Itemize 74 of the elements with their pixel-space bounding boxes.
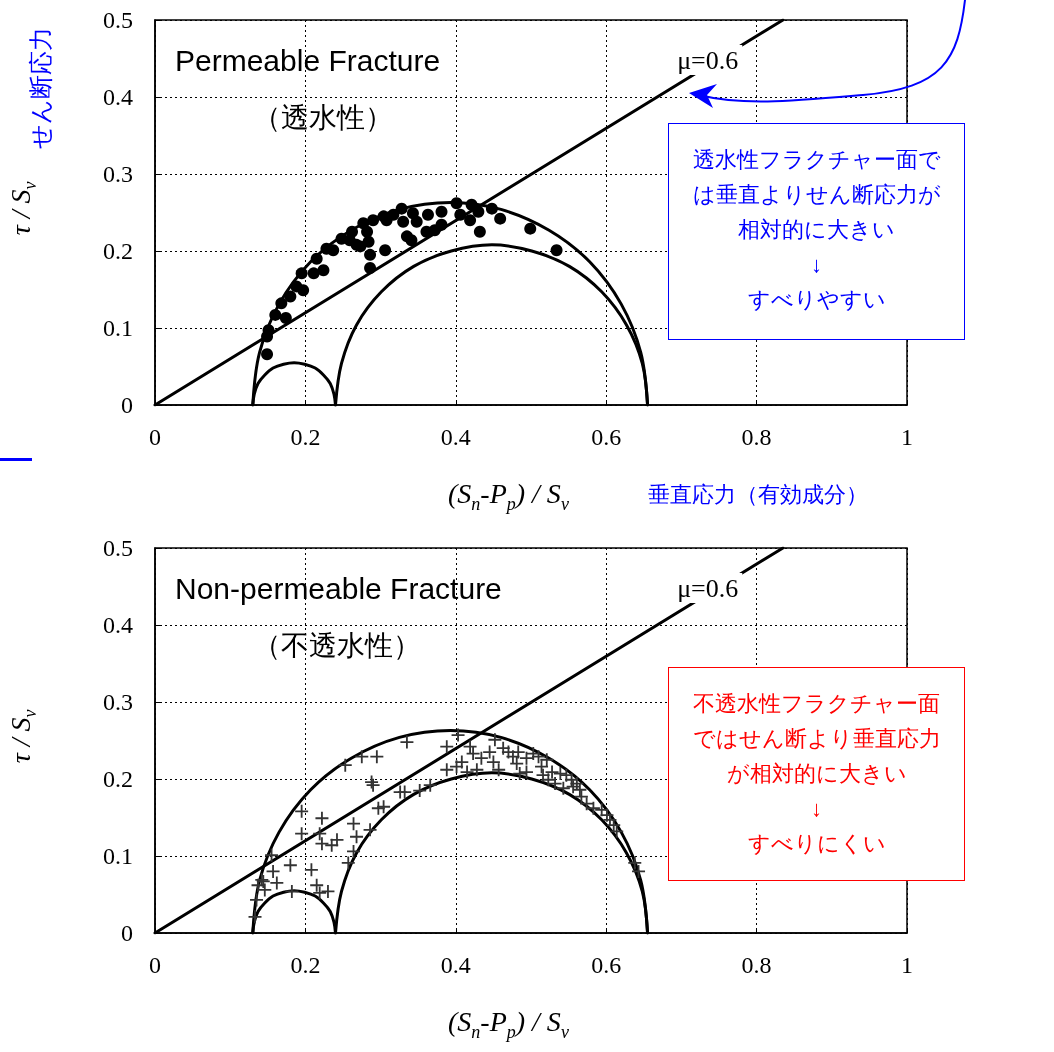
- x-tick-label: 0.6: [591, 952, 622, 978]
- point: [550, 244, 563, 257]
- point: [410, 215, 423, 228]
- x-tick-label: 0: [149, 424, 161, 450]
- y-tick-label: 0.3: [103, 689, 133, 715]
- annotation: ↓: [810, 251, 823, 279]
- text: せん断応力: [26, 27, 55, 149]
- point: [317, 264, 330, 277]
- point: [295, 267, 308, 280]
- annotation: 不透水性フラクチャー面ではせん断より垂直応力が相対的に大きい: [692, 690, 941, 788]
- point: [435, 218, 448, 231]
- x-tick-label: 0.8: [741, 952, 772, 978]
- point: [364, 248, 377, 261]
- point: [367, 214, 380, 227]
- annotation: μ=0.6: [677, 45, 739, 75]
- y-tick-label: 0.4: [103, 612, 133, 638]
- x-tick-label: 0.6: [591, 424, 622, 450]
- annotation: 透水性フラクチャー面では垂直よりせん断応力が相対的に大きい: [692, 146, 941, 244]
- y-tick-label: 0.5: [103, 7, 133, 33]
- point: [261, 348, 274, 361]
- x-tick-label: 0: [149, 952, 161, 978]
- point: [485, 202, 498, 215]
- y-tick-label: 0: [121, 920, 133, 946]
- point: [354, 240, 367, 253]
- x-tick-label: 0.2: [290, 952, 321, 978]
- point: [279, 311, 292, 324]
- point: [284, 290, 297, 303]
- annotation: すべりやすい: [746, 286, 887, 314]
- text: 垂直応力（有効成分）: [648, 481, 868, 509]
- annotation: μ=0.6: [677, 573, 739, 603]
- x-tick-label: 0.8: [741, 424, 772, 450]
- point: [405, 234, 418, 247]
- y-tick-label: 0.2: [103, 766, 133, 792]
- point: [421, 208, 434, 221]
- point: [269, 308, 282, 321]
- point: [395, 202, 408, 215]
- point: [454, 208, 467, 221]
- point: [464, 214, 477, 227]
- y-tick-label: 0.3: [103, 161, 133, 187]
- text: （不透水性）: [253, 628, 421, 662]
- annotation: すべりにくい: [746, 830, 887, 858]
- text: Non-permeable Fracture: [175, 571, 502, 605]
- point: [343, 234, 356, 247]
- point: [297, 284, 310, 297]
- x-axis-title: (S$_{n}$-P$_{p}$) / S$_{v}$: [448, 478, 569, 515]
- y-tick-label: 0.2: [103, 238, 133, 264]
- point: [310, 252, 323, 265]
- point: [327, 244, 340, 257]
- x-tick-label: 1: [901, 952, 913, 978]
- point: [397, 215, 410, 228]
- point: [364, 261, 377, 274]
- point: [473, 225, 486, 238]
- x-tick-label: 1: [901, 424, 913, 450]
- point: [435, 205, 448, 218]
- y-tick-label: 0.1: [103, 315, 133, 341]
- point: [472, 205, 485, 218]
- x-tick-label: 0.4: [440, 952, 471, 978]
- annotation: ↓: [810, 795, 823, 823]
- point: [450, 197, 463, 210]
- x-tick-label: 0.2: [290, 424, 321, 450]
- y-tick-label: 0.5: [103, 535, 133, 561]
- text: Permeable Fracture: [175, 43, 441, 77]
- y-tick-label: 0: [121, 392, 133, 418]
- y-tick-label: 0.1: [103, 843, 133, 869]
- x-tick-label: 0.4: [440, 424, 471, 450]
- point: [524, 222, 537, 235]
- point: [275, 297, 288, 310]
- text: （透水性）: [253, 100, 393, 134]
- point: [379, 244, 392, 257]
- y-tick-label: 0.4: [103, 84, 133, 110]
- x-axis-title: (S$_{n}$-P$_{p}$) / S$_{v}$: [448, 1006, 569, 1043]
- point: [307, 267, 320, 280]
- point: [361, 225, 374, 238]
- point: [494, 212, 507, 225]
